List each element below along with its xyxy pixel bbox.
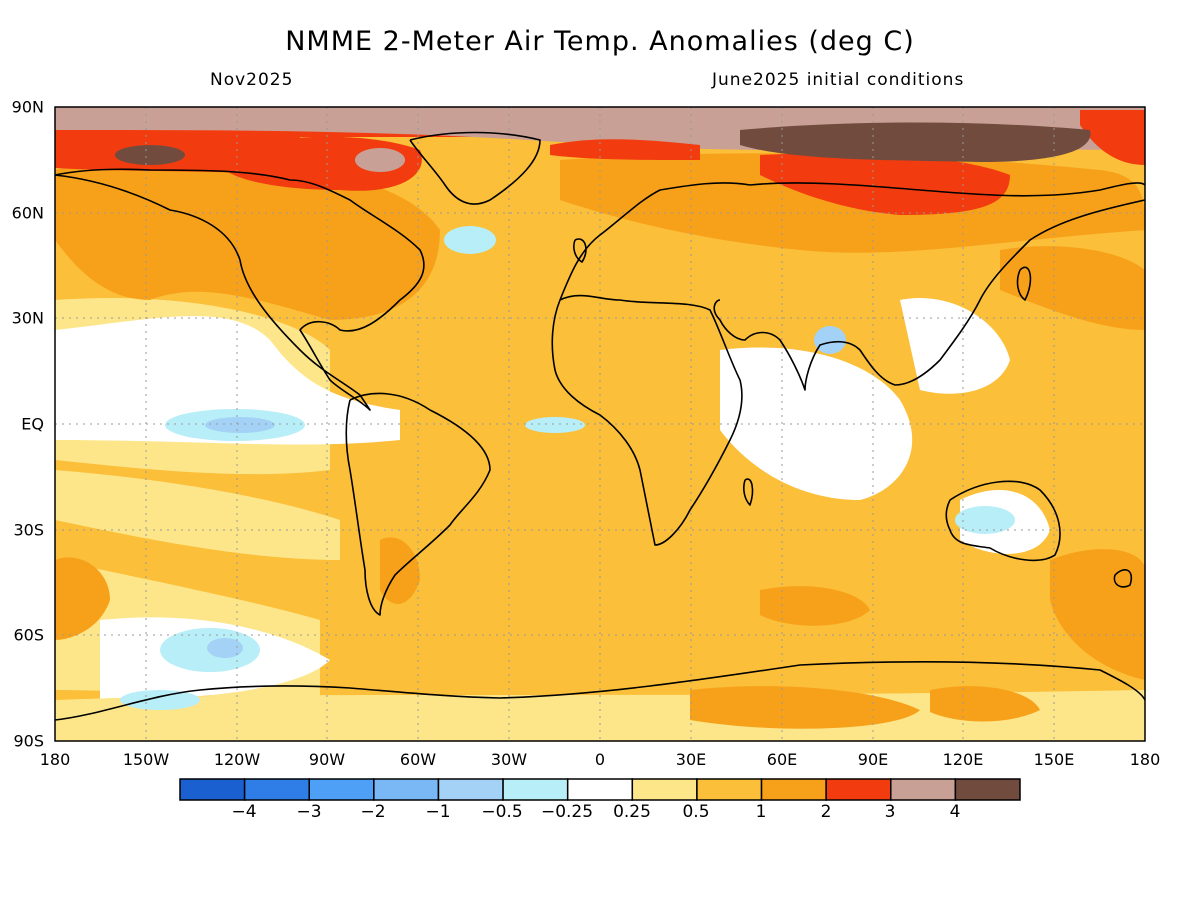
lon-label-30e: 30E — [675, 750, 707, 769]
map-title: NMME 2-Meter Air Temp. Anomalies (deg C) — [285, 26, 915, 57]
colorbar-swatch — [696, 778, 763, 801]
colorbar-label: −2 — [360, 802, 386, 822]
colorbar-label: −0.25 — [540, 802, 594, 822]
colorbar-label: −4 — [231, 802, 257, 822]
colorbar-swatch — [308, 778, 375, 801]
lon-label-0: 0 — [594, 750, 606, 769]
colorbar-swatch — [437, 778, 504, 801]
lon-label-60w: 60W — [399, 750, 437, 769]
colorbar-label: 2 — [820, 802, 832, 822]
colorbar-swatch — [760, 778, 827, 801]
lat-label-90n: 90N — [11, 97, 44, 117]
lat-label-30n: 30N — [11, 308, 44, 328]
colorbar-swatch — [890, 778, 957, 801]
colorbar-swatch — [825, 778, 892, 801]
colorbar-label: −0.5 — [481, 802, 523, 822]
colorbar-swatch — [502, 778, 569, 801]
colorbar-label: 3 — [884, 802, 896, 822]
colorbar-swatch — [243, 778, 310, 801]
colorbar-swatch — [631, 778, 698, 801]
colorbar-swatch — [566, 778, 634, 801]
lon-label-120e: 120E — [942, 750, 984, 769]
lon-label-180e: 180 — [1129, 750, 1161, 769]
colorbar-swatch — [954, 778, 1021, 801]
lat-label-60n: 60N — [11, 203, 44, 223]
colorbar-swatch — [373, 778, 440, 801]
lon-label-180w: 180 — [39, 750, 71, 769]
lon-label-120w: 120W — [213, 750, 261, 769]
coastlines — [54, 131, 1146, 721]
lon-label-150w: 150W — [122, 750, 170, 769]
lat-label-60s: 60S — [13, 625, 44, 645]
colorbar-label: −3 — [296, 802, 322, 822]
lon-label-90e: 90E — [857, 750, 889, 769]
lat-label-eq: EQ — [21, 414, 44, 434]
forecast-month: Nov2025 — [210, 70, 294, 90]
lon-label-90w: 90W — [308, 750, 346, 769]
lat-label-30s: 30S — [13, 520, 44, 540]
initial-conditions-label: June2025 initial conditions — [712, 70, 965, 90]
colorbar-label: 0.25 — [613, 802, 651, 822]
lat-label-90s: 90S — [13, 731, 44, 751]
graticule — [55, 107, 1145, 741]
colorbar-label: 4 — [949, 802, 961, 822]
map-frame — [54, 106, 1146, 742]
colorbar-label: 0.5 — [682, 802, 710, 822]
colorbar-swatch — [179, 778, 246, 801]
colorbar-label: −1 — [425, 802, 451, 822]
lon-label-60e: 60E — [766, 750, 798, 769]
lon-label-30w: 30W — [490, 750, 528, 769]
colorbar-label: 1 — [755, 802, 767, 822]
lon-label-150e: 150E — [1033, 750, 1075, 769]
